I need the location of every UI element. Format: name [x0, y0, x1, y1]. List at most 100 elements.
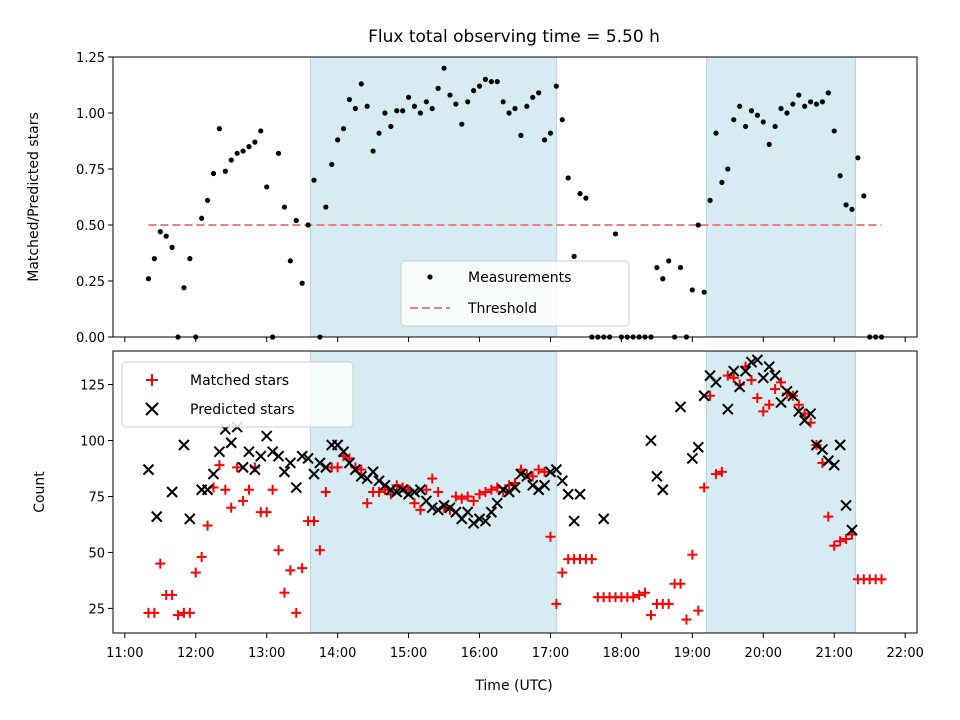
x-tick-label: 18:00	[603, 646, 640, 661]
measurement-point	[471, 88, 477, 94]
matched-star-point	[421, 484, 432, 495]
measurement-point	[151, 256, 157, 262]
matched-star-point	[474, 489, 485, 500]
predicted-star-point	[379, 479, 391, 491]
predicted-star-point	[597, 513, 610, 525]
measurement-point	[849, 206, 855, 212]
predicted-star-point	[213, 446, 226, 458]
predicted-star-point	[846, 524, 858, 536]
measurement-point	[547, 130, 554, 136]
measurement-point	[305, 222, 311, 228]
measurement-points	[145, 65, 885, 340]
predicted-stars-legend-label: Predicted stars	[190, 402, 295, 418]
measurement-point	[813, 101, 820, 107]
measurement-point	[772, 123, 778, 130]
predicted-star-point	[142, 463, 155, 476]
measurement-point	[512, 105, 518, 112]
predicted-star-point	[184, 513, 196, 525]
measurement-point	[228, 157, 234, 163]
measurement-point	[210, 170, 217, 177]
measurement-point	[695, 222, 701, 228]
predicted-star-point	[497, 484, 509, 496]
measurement-point	[216, 126, 223, 132]
predicted-star-point	[793, 405, 805, 418]
predicted-star-point	[822, 454, 835, 467]
measurement-point	[689, 287, 695, 293]
measurement-point	[807, 99, 814, 105]
top-y-tick-label: 0.50	[76, 219, 105, 234]
measurement-point	[837, 173, 843, 179]
measurement-point	[713, 130, 719, 136]
measurements-legend-label: Measurements	[468, 270, 571, 286]
predicted-star-point	[686, 452, 699, 465]
matched-star-point	[155, 558, 166, 569]
measurement-point	[299, 280, 305, 286]
predicted-star-point	[308, 468, 320, 480]
x-tick-label: 11:00	[106, 646, 143, 661]
predicted-star-point	[769, 369, 781, 382]
matched-star-point	[764, 399, 775, 410]
measurement-point	[855, 155, 861, 161]
chart-title: Flux total observing time = 5.50 h	[368, 27, 660, 47]
measurement-point	[169, 244, 175, 250]
top-y-tick-label: 0.25	[76, 275, 105, 290]
measurement-point	[482, 76, 489, 82]
bottom-y-tick-label: 125	[80, 379, 105, 394]
predicted-star-point	[763, 360, 775, 373]
top-shaded-intervals	[309, 57, 857, 337]
measurement-point	[796, 92, 802, 98]
top-y-axis-label: Matched/Predicted stars	[26, 112, 42, 282]
predicted-star-point	[532, 484, 545, 496]
predicted-star-point	[544, 466, 557, 478]
matched-star-point	[314, 545, 325, 556]
threshold-legend-label: Threshold	[467, 301, 537, 317]
measurement-point	[565, 175, 571, 181]
measurement-point	[329, 161, 335, 168]
top-legend-box	[400, 260, 630, 327]
measurement-point	[157, 229, 163, 235]
x-axis-label: Time (UTC)	[474, 678, 552, 694]
measurement-point	[583, 195, 589, 201]
predicted-star-point	[757, 372, 770, 384]
matched-star-point	[468, 495, 479, 506]
predicted-star-point	[320, 461, 332, 474]
matched-star-point	[462, 491, 473, 502]
predicted-star-point	[556, 475, 569, 487]
matched-star-point	[699, 482, 710, 493]
measurement-point	[358, 81, 364, 87]
measurement-point	[340, 126, 347, 132]
predicted-star-point	[574, 488, 586, 500]
predicted-star-point	[562, 488, 574, 500]
x-tick-label: 15:00	[390, 646, 427, 661]
measurement-point	[831, 128, 837, 134]
predicted-star-point	[745, 356, 758, 368]
measurement-point	[240, 148, 246, 154]
matched-star-point	[640, 587, 651, 598]
measurement-point	[204, 197, 211, 203]
predicted-star-point	[201, 484, 214, 496]
measurement-point	[246, 144, 252, 150]
predicted-star-point	[225, 437, 237, 449]
matched-star-point	[220, 484, 231, 495]
measurement-point	[524, 103, 530, 109]
matched-star-point	[167, 589, 178, 600]
measurement-point	[163, 233, 169, 239]
predicted-star-point	[296, 450, 308, 462]
predicted-star-point	[521, 470, 533, 483]
bottom-legend-box	[121, 361, 354, 428]
measurement-point	[382, 110, 388, 116]
measurement-point	[275, 150, 282, 156]
measurement-point	[411, 103, 418, 109]
measurement-point	[725, 166, 731, 172]
matched-star-point	[267, 484, 278, 495]
predicted-star-point	[485, 506, 498, 518]
predicted-star-point	[444, 501, 456, 514]
predicted-star-point	[473, 513, 486, 525]
predicted-star-point	[733, 381, 746, 393]
predicted-star-point	[810, 439, 823, 451]
measurement-point	[530, 94, 536, 100]
predicted-star-point	[151, 510, 163, 523]
matched-star-point	[693, 605, 704, 616]
matched-star-point	[173, 610, 184, 621]
predicted-star-point	[568, 515, 580, 527]
